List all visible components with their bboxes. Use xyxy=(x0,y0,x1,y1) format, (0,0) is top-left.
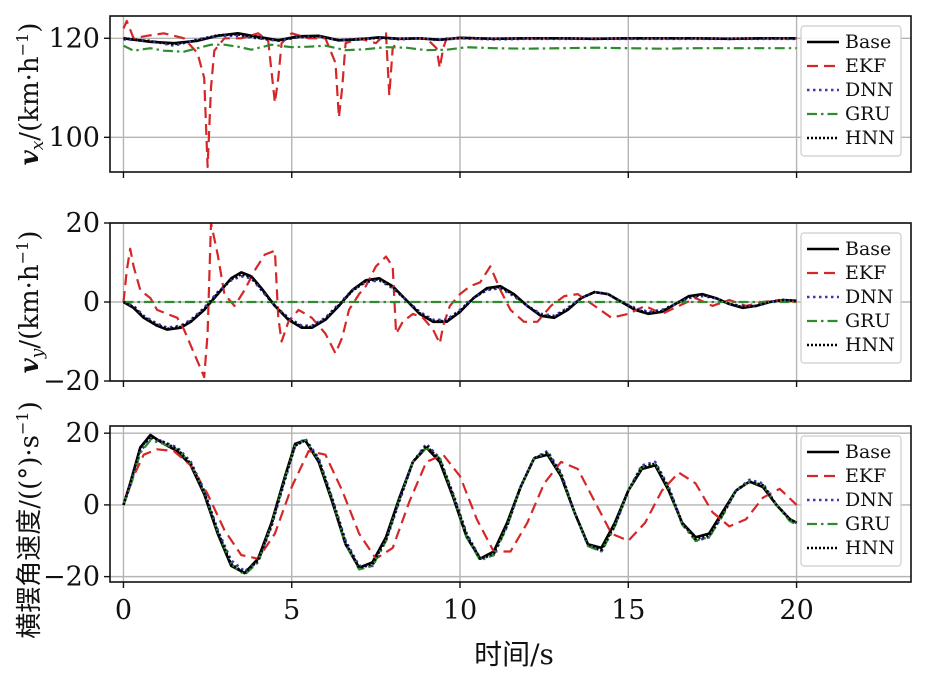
legend-label-ekf: EKF xyxy=(845,55,886,77)
legend-label-ekf: EKF xyxy=(845,465,886,487)
legend-label-gru: GRU xyxy=(845,103,891,125)
series-line-hnn xyxy=(122,435,798,575)
legend-label-base: Base xyxy=(845,238,891,260)
series-line-ekf xyxy=(122,448,798,560)
y-axis-label: 横摆角速度/((°)·s−1) xyxy=(13,401,45,639)
y-tick-label: 0 xyxy=(83,287,100,318)
legend-label-hnn: HNN xyxy=(845,127,895,149)
legend-label-hnn: HNN xyxy=(845,334,895,356)
y-tick-label: −20 xyxy=(43,366,100,397)
plot-frame xyxy=(109,425,912,583)
y-tick-label: −20 xyxy=(43,562,100,593)
legend-label-ekf: EKF xyxy=(845,262,886,284)
panel-yaw_rate: −20 0 20 0 5 10 15 20 横摆角速度/((°)·s−1) BaseEKFDNNG… xyxy=(13,401,912,639)
series-line-hnn xyxy=(123,33,797,46)
x-tick-label: 5 xyxy=(283,595,300,626)
y-tick-label: 120 xyxy=(48,23,100,54)
x-tick-label: 10 xyxy=(443,595,477,626)
series-line-ekf xyxy=(122,223,797,379)
plot-frame xyxy=(109,15,912,173)
legend-label-base: Base xyxy=(845,31,891,53)
legend-label-gru: GRU xyxy=(845,513,891,535)
y-axis-label: vy/(km·h−1) xyxy=(13,231,48,374)
y-tick-label: 20 xyxy=(66,418,100,449)
x-axis-label: 时间/s xyxy=(474,638,554,671)
x-tick-label: 15 xyxy=(611,595,645,626)
legend-label-base: Base xyxy=(845,441,891,463)
legend-box xyxy=(800,435,902,567)
y-axis-label: vx/(km·h−1) xyxy=(13,23,48,166)
x-tick-label: 0 xyxy=(115,595,132,626)
legend-box xyxy=(800,232,902,364)
legend-label-dnn: DNN xyxy=(845,489,893,511)
series-line-gru xyxy=(123,43,797,53)
legend-label-gru: GRU xyxy=(845,310,891,332)
legend-box xyxy=(800,25,902,157)
y-tick-label: 20 xyxy=(66,208,100,239)
y-tick-label: 0 xyxy=(83,490,100,521)
y-tick-label: 100 xyxy=(48,122,100,153)
legend-label-dnn: DNN xyxy=(845,79,893,101)
x-tick-label: 20 xyxy=(779,595,813,626)
legend-label-hnn: HNN xyxy=(845,537,895,559)
series-line-hnn xyxy=(122,273,797,331)
legend-label-dnn: DNN xyxy=(845,286,893,308)
